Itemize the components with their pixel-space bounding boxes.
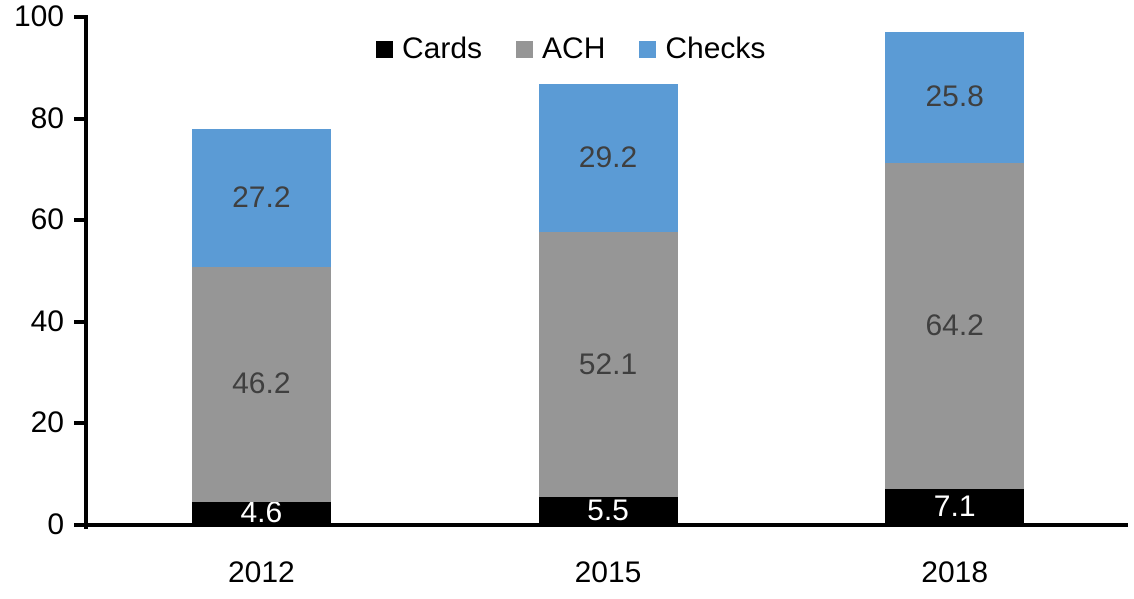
bar-segment-checks-2012: 27.2 [191, 128, 331, 267]
y-axis-tick-100 [74, 15, 86, 19]
legend-label-ach: ACH [542, 32, 606, 65]
bar-segment-checks-2018: 25.8 [885, 31, 1025, 163]
y-axis-tick-label-80: 80 [30, 101, 64, 135]
y-axis-tick-label-0: 0 [47, 508, 64, 541]
data-label-ach-2015: 52.1 [578, 347, 638, 381]
legend-item-cards: Cards [376, 33, 482, 65]
legend-label-cards: Cards [402, 32, 483, 65]
legend-swatch-checks-icon [639, 40, 657, 58]
y-axis-tick-60 [74, 218, 86, 223]
legend-swatch-ach-icon [516, 40, 534, 58]
legend-swatch-cards-icon [376, 40, 393, 58]
chart-legend: Cards ACH Checks [376, 33, 765, 65]
data-label-ach-2018: 64.2 [925, 308, 984, 342]
y-axis-tick-label-60: 60 [30, 203, 64, 237]
data-label-checks-2015: 29.2 [578, 141, 638, 175]
bar-segment-cards-2015: 5.5 [538, 494, 678, 528]
y-axis-tick-40 [74, 319, 86, 324]
x-axis-label-2012: 2012 [227, 556, 295, 589]
bar-segment-ach-2018: 64.2 [885, 162, 1025, 489]
y-axis-tick-0 [74, 523, 86, 527]
x-axis-label-2015: 2015 [574, 556, 642, 589]
data-label-cards-2018: 7.1 [933, 489, 976, 523]
data-label-checks-2018: 25.8 [925, 80, 984, 114]
y-axis-tick-80 [74, 116, 86, 121]
bar-segment-cards-2018: 7.1 [885, 488, 1025, 525]
bar-segment-ach-2015: 52.1 [538, 232, 678, 498]
x-axis-label-2018: 2018 [921, 556, 989, 589]
bar-segment-ach-2012: 46.2 [191, 266, 331, 502]
legend-item-checks: Checks [639, 33, 765, 65]
y-axis-tick-label-100: 100 [13, 0, 64, 33]
data-label-cards-2015: 5.5 [587, 494, 629, 528]
x-axis-line [84, 523, 1128, 527]
data-label-ach-2012: 46.2 [232, 367, 291, 401]
y-axis-tick-label-40: 40 [30, 304, 64, 338]
data-label-checks-2012: 27.2 [232, 180, 291, 214]
y-axis-line [84, 15, 88, 529]
y-axis-tick-20 [74, 421, 86, 426]
legend-label-checks: Checks [665, 32, 766, 65]
bar-segment-checks-2015: 29.2 [538, 84, 678, 233]
legend-item-ach: ACH [516, 33, 605, 65]
bar-segment-cards-2012: 4.6 [191, 498, 331, 528]
y-axis-tick-label-20: 20 [30, 406, 64, 440]
data-label-cards-2012: 4.6 [240, 496, 283, 530]
